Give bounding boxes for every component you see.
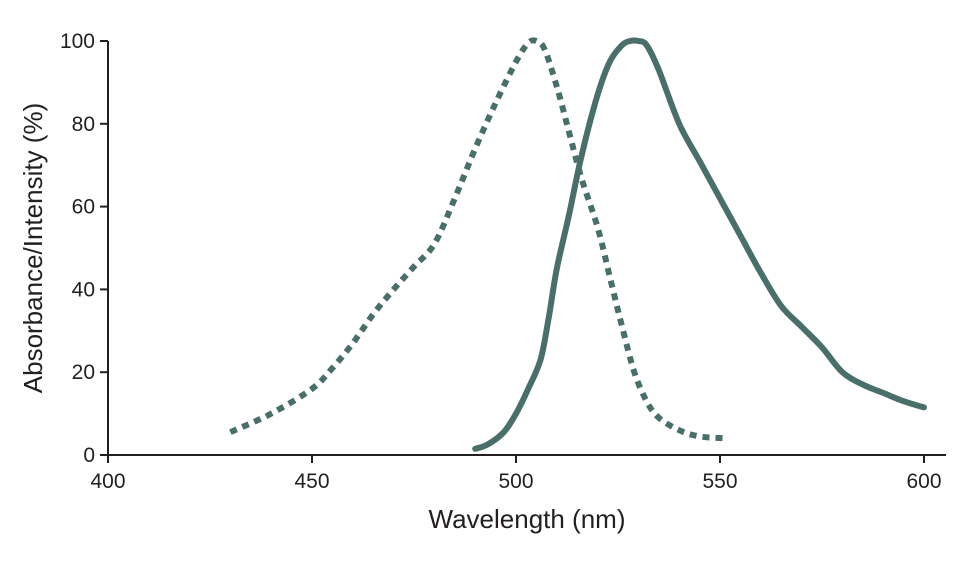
x-ticks: 400 450 500 550 600 [90, 455, 942, 493]
y-tick-label: 40 [72, 278, 95, 301]
absorbance-series-line [229, 37, 729, 442]
y-ticks: 0 20 40 60 80 100 [60, 30, 108, 467]
y-axis-title: Absorbance/Intensity (%) [18, 103, 48, 393]
x-tick-label: 450 [294, 470, 329, 493]
x-tick-label: 400 [90, 470, 125, 493]
x-tick-label: 600 [906, 470, 941, 493]
emission-series-line [472, 37, 927, 452]
x-tick-label: 500 [498, 470, 533, 493]
y-tick-label: 80 [72, 113, 95, 136]
y-tick-label: 0 [83, 444, 95, 467]
axes [107, 41, 946, 456]
y-tick-label: 60 [72, 196, 95, 219]
y-tick-label: 100 [60, 30, 95, 53]
series-layer [229, 37, 927, 452]
x-axis-title: Wavelength (nm) [429, 504, 626, 534]
x-tick-label: 550 [702, 470, 737, 493]
y-tick-label: 20 [72, 361, 95, 384]
